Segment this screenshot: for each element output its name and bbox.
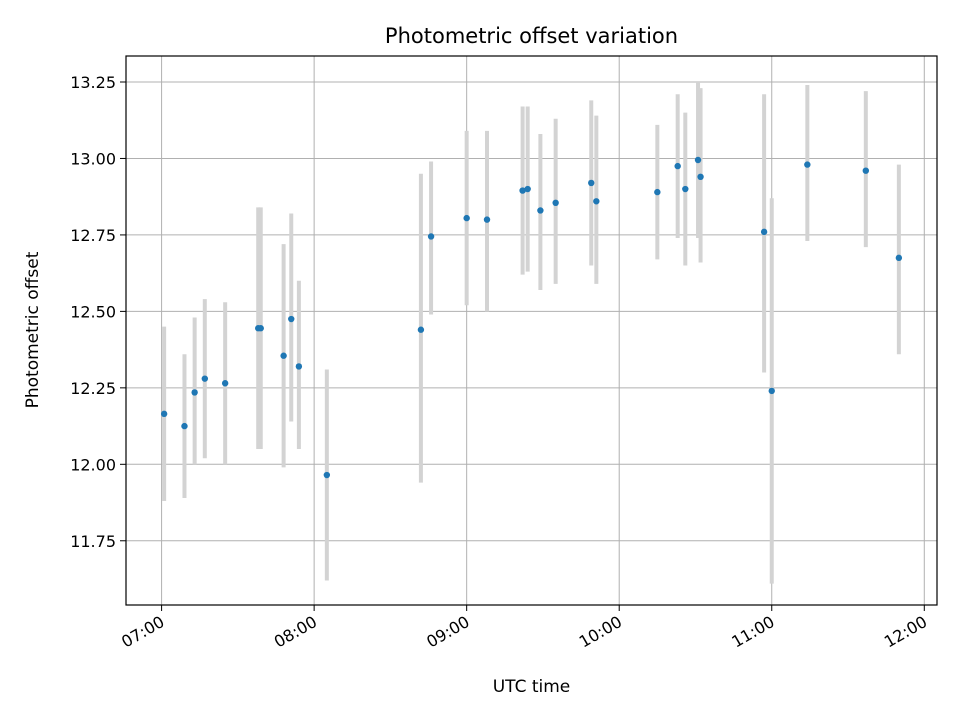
data-point <box>160 410 168 418</box>
data-point <box>804 161 811 168</box>
data-point <box>181 422 188 430</box>
data-point <box>697 173 704 181</box>
y-tick-label: 12.00 <box>70 455 116 474</box>
data-point <box>483 216 491 223</box>
data-point <box>288 315 295 323</box>
data-point <box>537 207 544 214</box>
data-point <box>768 387 775 395</box>
data-point <box>593 198 600 205</box>
data-point <box>257 325 264 332</box>
data-point <box>552 199 559 207</box>
y-axis-label: Photometric offset <box>23 251 43 408</box>
data-point <box>191 389 198 396</box>
data-point <box>463 214 470 222</box>
data-point <box>524 185 531 193</box>
data-point <box>280 352 287 359</box>
data-point <box>427 233 435 240</box>
data-point <box>588 179 595 187</box>
data-point <box>323 471 331 479</box>
y-tick-label: 12.75 <box>70 226 116 245</box>
data-point <box>201 375 209 382</box>
y-axis-ticks: 11.75 12.00 12.25 12.50 12.75 13.00 13.25 <box>70 73 126 551</box>
y-tick-label: 13.00 <box>70 149 116 168</box>
data-points <box>160 156 903 479</box>
data-point <box>221 380 229 387</box>
y-tick-label: 12.50 <box>70 302 116 321</box>
data-point <box>654 188 661 196</box>
data-point <box>694 156 702 164</box>
data-point <box>295 363 303 370</box>
y-tick-label: 12.25 <box>70 379 116 398</box>
data-point <box>760 228 768 236</box>
data-point <box>519 187 526 194</box>
chart-title: Photometric offset variation <box>385 24 678 48</box>
data-point <box>417 326 425 333</box>
plot-frame <box>125 55 938 606</box>
data-point <box>682 185 689 193</box>
data-point <box>895 254 903 262</box>
y-tick-label: 13.25 <box>70 73 116 92</box>
data-point <box>862 167 870 174</box>
data-point <box>674 162 681 170</box>
x-axis-label: UTC time <box>493 677 571 697</box>
y-tick-label: 11.75 <box>70 532 116 551</box>
